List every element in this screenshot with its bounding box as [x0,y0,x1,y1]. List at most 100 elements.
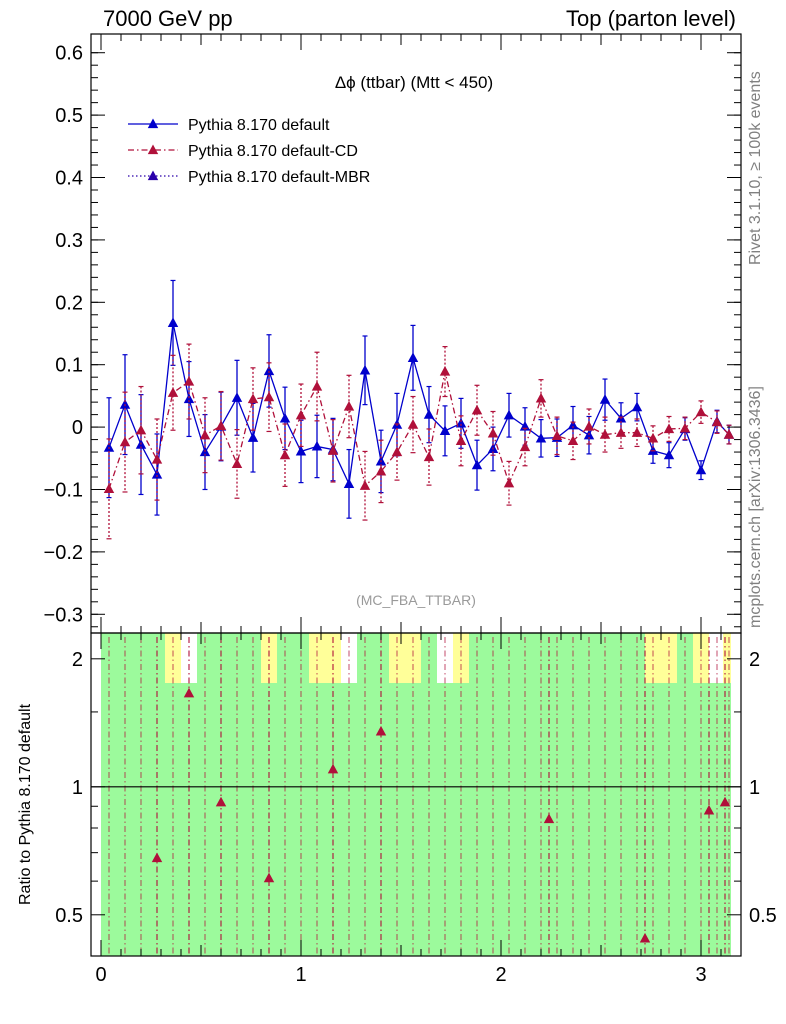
data-point [279,449,291,460]
data-point [167,317,179,328]
series-line [108,371,730,490]
data-point [135,424,147,435]
data-point [279,412,291,423]
legend-marker [147,144,159,155]
data-point [647,432,659,443]
ratio-band-yellow [405,633,421,683]
data-point [119,436,131,447]
data-point [551,430,563,440]
data-point [343,478,355,488]
data-point [631,401,643,412]
data-point [359,364,371,375]
y-tick-label: −0.3 [44,604,83,626]
data-point [327,445,339,455]
legend-label: Pythia 8.170 default-CD [188,143,358,160]
data-point [695,464,707,475]
data-point [535,392,547,403]
main-plot-marks [103,279,735,540]
data-point [663,449,675,460]
ratio-band-green [723,633,731,956]
legend-marker [147,170,159,181]
data-point [231,458,243,469]
ratio-band-yellow [389,633,405,683]
ratio-band-yellow [661,633,677,683]
data-point [583,420,595,431]
data-point [263,391,275,402]
ratio-point [703,804,715,815]
ratio-band-white [437,633,453,683]
data-point [503,409,515,420]
data-point [215,420,227,430]
data-point [439,425,451,435]
data-point [711,416,723,427]
data-point [455,435,467,445]
legend-label: Pythia 8.170 default [188,117,330,134]
data-point [247,432,259,442]
main-plot-title: Δϕ (ttbar) (Mtt < 450) [335,73,493,92]
data-point [311,381,323,391]
data-point [487,427,499,438]
y-tick-label: 0 [72,417,83,439]
data-point [471,459,483,470]
header-left: 7000 GeV pp [103,6,233,31]
data-point [567,435,579,445]
data-point [343,401,355,411]
data-point [455,417,467,428]
data-point [183,376,195,386]
legend: Pythia 8.170 default Pythia 8.170 default… [128,117,370,186]
ratio-band-yellow [325,633,341,683]
ratio-band-yellow [165,633,181,683]
ratio-band-yellow [723,633,731,683]
data-point [439,366,451,376]
ratio-point [543,813,555,824]
ratio-point [263,872,275,883]
ratio-point [215,796,227,807]
ratio-band-yellow [453,633,469,683]
data-point [423,409,435,419]
data-point [119,399,131,409]
data-point [723,429,735,439]
ratio-point [719,796,731,807]
data-point [679,422,691,433]
data-point [151,454,163,464]
ratio-y-tick-label-right: 1 [749,777,760,799]
ratio-point [639,932,651,943]
data-point [535,432,547,443]
legend-marker [147,118,159,129]
y-tick-label: 0.4 [55,168,83,190]
data-point [231,392,243,402]
data-point [695,406,707,417]
ratio-y-tick-label-right: 2 [749,649,760,671]
data-point [567,419,579,430]
ratio-point [375,725,387,736]
data-point [375,465,387,476]
ratio-band-green [709,633,723,956]
ratio-plot-frame [90,632,742,957]
data-point [295,409,307,420]
y-tick-label: 0.5 [55,105,83,127]
x-tick-label: 3 [695,964,706,986]
data-point [599,394,611,404]
ratio-point [151,852,163,863]
x-tick-label: 0 [95,964,106,986]
data-point [391,446,403,457]
ratio-y-tick-label: 0.5 [55,905,83,927]
ratio-y-tick-label: 1 [72,777,83,799]
header-right: Top (parton level) [566,6,736,31]
data-point [631,427,643,437]
series-line [108,322,730,487]
y-tick-label: 0.1 [55,355,83,377]
data-point [407,352,419,362]
data-point [151,469,163,479]
data-point [103,483,115,493]
data-point [519,420,531,431]
data-point [423,451,435,462]
data-point [615,427,627,437]
data-point [407,419,419,429]
axes: −0.3 −0.2 −0.1 0 0.1 0.2 0.3 0.4 0.5 0.6 0 1 2 3 0.5 0.… [44,33,777,986]
ratio-band-yellow [693,633,709,683]
x-tick-label: 2 [495,964,506,986]
data-point [183,393,195,404]
data-point [663,423,675,434]
